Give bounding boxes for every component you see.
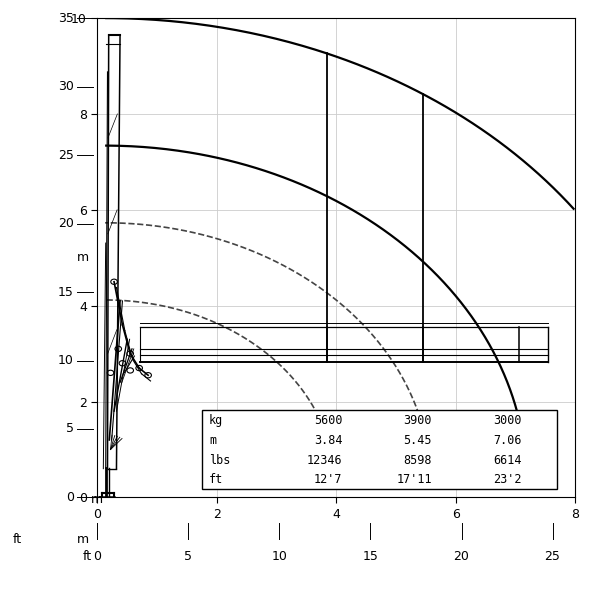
FancyBboxPatch shape bbox=[202, 410, 558, 489]
Text: 20: 20 bbox=[454, 550, 470, 563]
Text: 3.84: 3.84 bbox=[314, 434, 342, 447]
Text: 5: 5 bbox=[185, 550, 192, 563]
Text: m: m bbox=[77, 533, 88, 546]
Text: lbs: lbs bbox=[209, 453, 231, 467]
Text: ft: ft bbox=[83, 550, 91, 563]
Text: 12346: 12346 bbox=[307, 453, 342, 467]
Text: 15: 15 bbox=[58, 286, 74, 298]
Text: ft: ft bbox=[209, 473, 223, 487]
Text: 20: 20 bbox=[58, 217, 74, 230]
Text: kg: kg bbox=[209, 414, 223, 427]
Text: 6614: 6614 bbox=[493, 453, 522, 467]
Text: 3900: 3900 bbox=[404, 414, 432, 427]
Text: 5: 5 bbox=[65, 423, 74, 435]
Text: 35: 35 bbox=[58, 11, 74, 25]
Text: 15: 15 bbox=[362, 550, 378, 563]
Text: 12'7: 12'7 bbox=[314, 473, 342, 487]
Text: m: m bbox=[91, 493, 103, 505]
Text: 0: 0 bbox=[65, 491, 74, 504]
Text: 25: 25 bbox=[58, 148, 74, 162]
Text: 23'2: 23'2 bbox=[493, 473, 522, 487]
Text: ft: ft bbox=[13, 533, 22, 546]
Text: 3000: 3000 bbox=[493, 414, 522, 427]
Text: 30: 30 bbox=[58, 80, 74, 93]
Text: 10: 10 bbox=[271, 550, 287, 563]
Text: 5600: 5600 bbox=[314, 414, 342, 427]
Text: 5.45: 5.45 bbox=[404, 434, 432, 447]
Text: 8598: 8598 bbox=[404, 453, 432, 467]
Text: 10: 10 bbox=[58, 354, 74, 367]
Text: 7.06: 7.06 bbox=[493, 434, 522, 447]
Text: 25: 25 bbox=[545, 550, 560, 563]
Text: m: m bbox=[77, 251, 88, 264]
Text: 0: 0 bbox=[93, 550, 101, 563]
Text: m: m bbox=[209, 434, 216, 447]
Text: 17'11: 17'11 bbox=[396, 473, 432, 487]
